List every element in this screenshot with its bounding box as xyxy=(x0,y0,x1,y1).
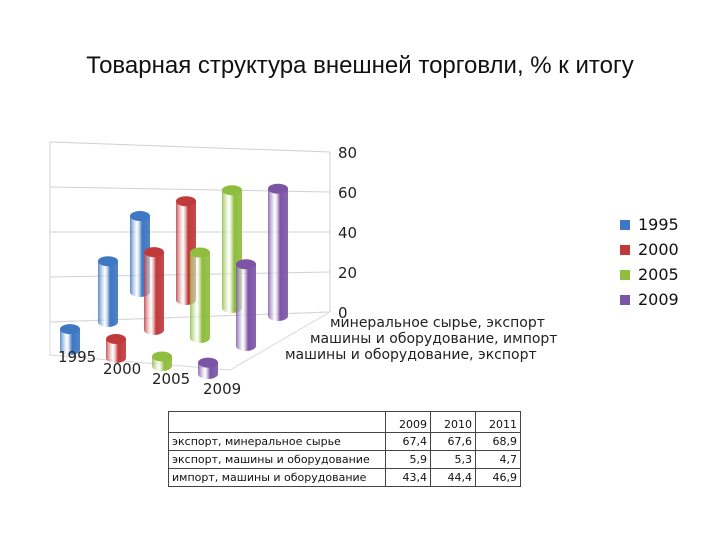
category-label: машины и оборудование, импорт xyxy=(310,331,557,347)
table-header-cell xyxy=(168,411,386,433)
bar xyxy=(98,256,118,327)
y-tick-label: 40 xyxy=(338,224,357,242)
table-cell: 46,9 xyxy=(475,468,521,487)
legend: 1995 2000 2005 2009 xyxy=(620,212,679,312)
table-cell: 67,6 xyxy=(430,432,476,451)
table-cell: импорт, машины и оборудование xyxy=(168,468,386,487)
legend-item: 2009 xyxy=(620,287,679,312)
table-row: импорт, машины и оборудование 43,4 44,4 46,… xyxy=(168,468,521,487)
series-axis-label: 1995 xyxy=(58,348,96,366)
table-header-cell: 2009 xyxy=(385,411,431,433)
bar xyxy=(60,324,80,355)
legend-label: 1995 xyxy=(638,215,679,234)
legend-swatch xyxy=(620,244,630,255)
y-tick-label: 80 xyxy=(338,144,357,162)
table-header-cell: 2011 xyxy=(475,411,521,433)
data-table: 2009 2010 2011 экспорт, минеральное сырье 67… xyxy=(168,411,521,487)
bar xyxy=(268,183,288,321)
table-header-cell: 2010 xyxy=(430,411,476,433)
bar xyxy=(106,334,126,363)
legend-swatch xyxy=(620,219,630,230)
bar xyxy=(236,259,256,351)
category-label: минеральное сырье, экспорт xyxy=(330,315,545,331)
series-axis-label: 2009 xyxy=(203,380,241,398)
series-axis-label: 2005 xyxy=(152,370,190,388)
legend-item: 2000 xyxy=(620,237,679,262)
table-cell: экспорт, машины и оборудование xyxy=(168,450,386,469)
legend-item: 1995 xyxy=(620,212,679,237)
bar xyxy=(198,357,218,379)
legend-swatch xyxy=(620,269,630,280)
category-label: машины и оборудование, экспорт xyxy=(285,347,537,363)
bar xyxy=(190,247,210,343)
table-cell: 43,4 xyxy=(385,468,431,487)
chart-bars xyxy=(60,183,288,379)
table-row: экспорт, машины и оборудование 5,9 5,3 4,7 xyxy=(168,450,521,469)
gridline xyxy=(49,141,331,153)
legend-label: 2009 xyxy=(638,290,679,309)
legend-label: 2000 xyxy=(638,240,679,259)
y-tick-label: 20 xyxy=(338,264,357,282)
y-tick-label: 0 xyxy=(338,304,348,322)
table-cell: 4,7 xyxy=(475,450,521,469)
bar xyxy=(144,247,164,335)
table-cell: экспорт, минеральное сырье xyxy=(168,432,386,451)
table-cell: 67,4 xyxy=(385,432,431,451)
legend-label: 2005 xyxy=(638,265,679,284)
bar xyxy=(152,351,172,371)
series-axis-label: 2000 xyxy=(103,360,141,378)
table-cell: 68,9 xyxy=(475,432,521,451)
table-row: экспорт, минеральное сырье 67,4 67,6 68,9 xyxy=(168,432,521,451)
page-title: Товарная структура внешней торговли, % к… xyxy=(86,52,634,79)
table-cell: 44,4 xyxy=(430,468,476,487)
table-cell: 5,9 xyxy=(385,450,431,469)
legend-swatch xyxy=(620,294,630,305)
legend-item: 2005 xyxy=(620,262,679,287)
y-tick-label: 60 xyxy=(338,184,357,202)
table-cell: 5,3 xyxy=(430,450,476,469)
